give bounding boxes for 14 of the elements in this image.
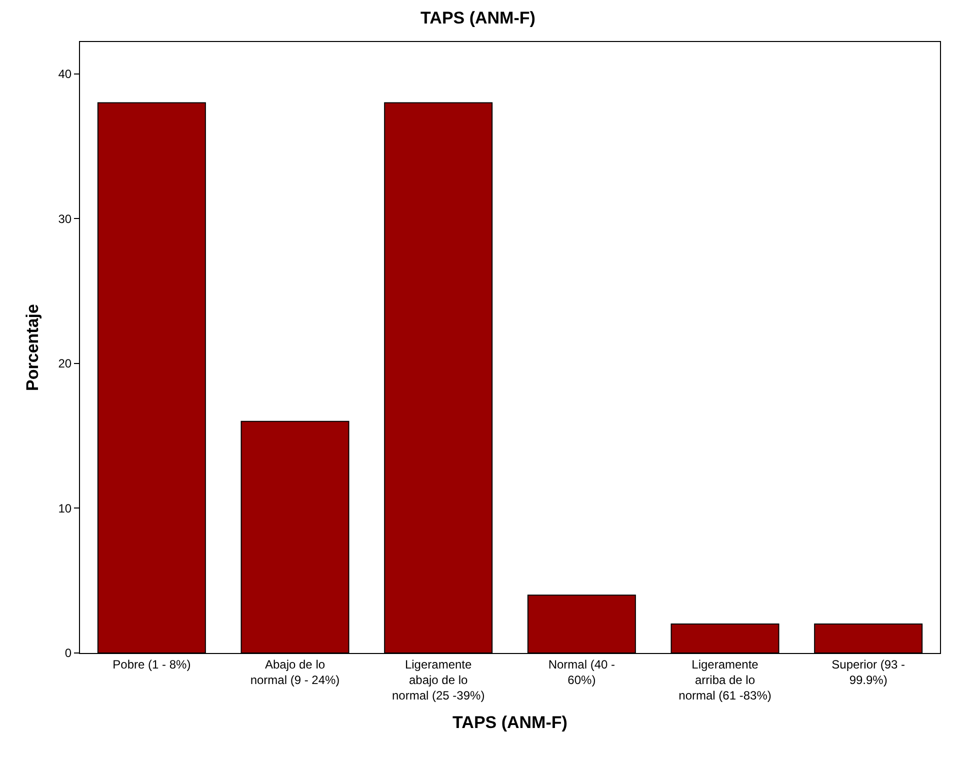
y-tick-label: 0 [64,646,72,660]
y-tick-label: 30 [58,212,72,226]
x-tick-label: Abajo de lo normal (9 - 24%) [250,657,340,687]
x-tick-label: Ligeramente arriba de lo normal (61 -83%) [678,657,772,703]
x-tick-label: Pobre (1 - 8%) [112,657,191,672]
x-axis-title: TAPS (ANM-F) [452,713,568,732]
x-tick-label: Normal (40 - 60%) [548,657,616,687]
x-tick-label: Superior (93 - 99.9%) [832,657,906,687]
y-axis-title: Porcentaje [22,304,42,391]
y-tick-label: 20 [58,356,72,371]
y-tick-label: 40 [58,67,72,82]
chart-title: TAPS (ANM-F) [420,8,536,28]
x-tick-label: Ligeramente abajo de lo normal (25 -39%) [392,657,485,703]
y-tick-label: 10 [58,501,72,516]
